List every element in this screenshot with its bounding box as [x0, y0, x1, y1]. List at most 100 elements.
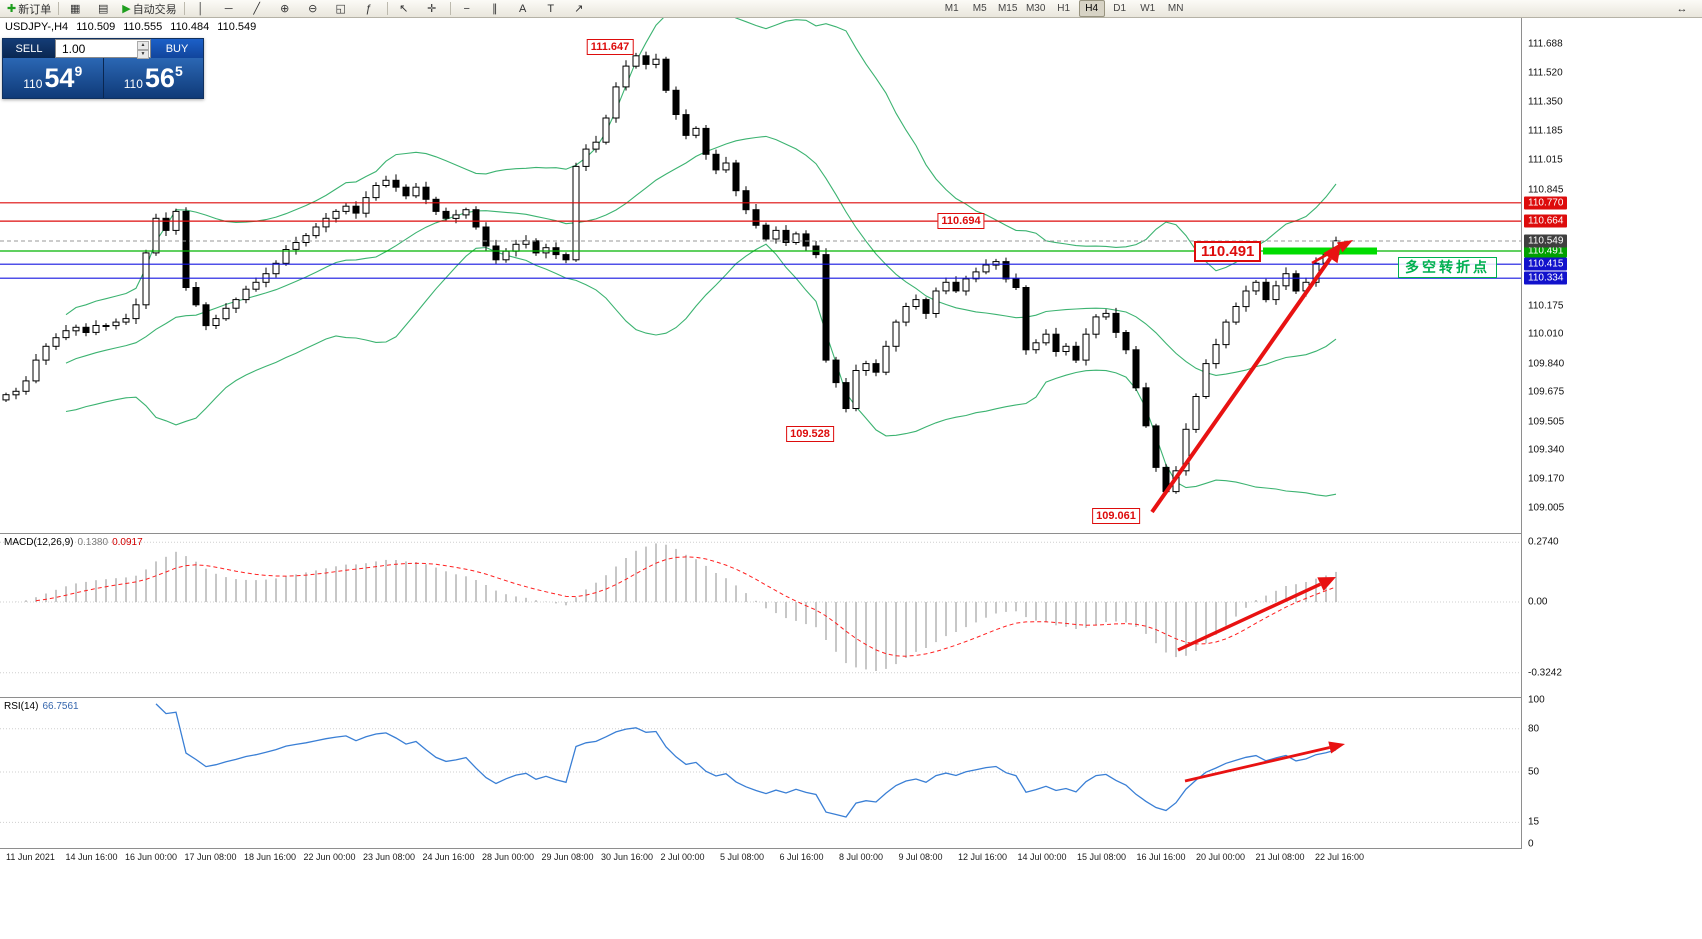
timeframe-mn[interactable]: MN — [1167, 3, 1184, 14]
price-callout[interactable]: 111.647 — [586, 39, 634, 55]
chart-scroll-button[interactable]: ↔ — [1676, 2, 1688, 15]
segment-tool[interactable]: − — [454, 0, 482, 18]
buy-price-sup: 5 — [174, 63, 183, 79]
rsi-axis-tick: 80 — [1528, 723, 1540, 735]
auto-trading-icon: ▶ — [122, 2, 131, 15]
price-axis-tick: 111.015 — [1528, 154, 1563, 166]
arrow-tool[interactable]: ↗ — [566, 0, 594, 18]
macd-axis-tick: -0.3242 — [1528, 667, 1562, 679]
time-axis-label: 22 Jun 00:00 — [303, 852, 356, 862]
new-order-button-label: 新订单 — [18, 3, 52, 16]
zoom-in-button[interactable]: ⊕ — [272, 0, 300, 18]
volume-up-icon[interactable]: ▲ — [137, 41, 149, 50]
macd-signal-line — [35, 556, 1337, 657]
price-axis-tick: 110.175 — [1528, 300, 1564, 312]
timeframe-m15[interactable]: M15 — [997, 3, 1018, 14]
macd-axis-tick: 0.00 — [1528, 596, 1548, 608]
tile-windows-button[interactable]: ◱ — [328, 0, 356, 18]
panel-separator[interactable] — [0, 848, 1702, 849]
new-order-button[interactable]: ✚ 新订单 — [3, 0, 55, 18]
sell-button[interactable]: SELL — [3, 39, 55, 58]
text-tool[interactable]: A — [510, 0, 538, 18]
price-axis-tick: 110.010 — [1528, 328, 1564, 340]
chart-ohlc-info: USDJPY-,H4 110.509 110.555 110.484 110.5… — [5, 21, 261, 33]
trend-arrow[interactable] — [1311, 240, 1353, 265]
new-order-icon: ✚ — [7, 2, 17, 15]
rsi-axis-tick: 15 — [1528, 816, 1540, 828]
crosshair-tool[interactable]: ✛ — [419, 0, 447, 18]
horizontal-line-tool[interactable]: ─ — [216, 0, 244, 18]
trend-arrow[interactable] — [1184, 741, 1345, 783]
channel-tool[interactable]: ∥ — [482, 0, 510, 18]
time-axis-label: 21 Jul 08:00 — [1255, 852, 1305, 862]
auto-trading-button[interactable]: ▶ 自动交易 — [118, 0, 180, 18]
new-chart-button[interactable]: ▦ — [62, 0, 90, 18]
indicators-icon: ƒ — [365, 2, 372, 15]
timeframe-h4[interactable]: H4 — [1078, 0, 1105, 17]
trend-arrow[interactable] — [1177, 577, 1336, 652]
price-axis-tick: 109.505 — [1528, 416, 1565, 428]
toolbar-separator — [386, 2, 388, 15]
vertical-line-icon: │ — [197, 2, 205, 15]
price-callout[interactable]: 110.694 — [937, 213, 985, 229]
turning-point-note[interactable]: 多空转折点 — [1398, 257, 1497, 278]
sell-price-button[interactable]: 110 54 9 — [3, 58, 104, 98]
timeframe-toolbar: M1 M5 M15 M30 H1 H4 D1 W1 MN — [939, 0, 1189, 17]
panel-separator[interactable] — [0, 533, 1702, 534]
timeframe-m1[interactable]: M1 — [944, 3, 959, 14]
timeframe-w1[interactable]: W1 — [1140, 3, 1156, 14]
macd-main-value: 0.1380 — [77, 537, 109, 548]
time-axis[interactable]: 11 Jun 2021 14 Jun 16:00 16 Jun 00:00 17 Ju… — [0, 849, 1702, 869]
timeframe-m30[interactable]: M30 — [1025, 3, 1046, 14]
price-callout[interactable]: 109.061 — [1092, 508, 1140, 524]
new-chart-icon: ▦ — [70, 2, 81, 15]
time-axis-label: 8 Jul 00:00 — [839, 852, 884, 862]
trendline-tool[interactable]: ╱ — [244, 0, 272, 18]
rsi-panel-canvas[interactable] — [0, 698, 1521, 848]
sell-price-head: 110 — [23, 77, 43, 91]
current-price-price-box: 110.549 — [1524, 234, 1568, 248]
volume-down-icon[interactable]: ▼ — [137, 50, 149, 59]
cursor-tool[interactable]: ↖ — [391, 0, 419, 18]
buy-price-button[interactable]: 110 56 5 — [103, 58, 203, 98]
time-axis-label: 14 Jun 16:00 — [65, 852, 118, 862]
timeframe-h1[interactable]: H1 — [1057, 3, 1071, 14]
time-axis-label: 28 Jun 00:00 — [482, 852, 535, 862]
profiles-button[interactable]: ▤ — [90, 0, 118, 18]
open-value: 110.509 — [76, 21, 116, 33]
volume-field: ▲ ▼ — [55, 39, 151, 59]
pivot-thick-segment[interactable] — [1263, 247, 1377, 255]
price-axis[interactable]: 111.688 111.520 111.350 111.185 111.015 110.8… — [1521, 18, 1702, 869]
buy-price-big: 56 — [144, 62, 175, 93]
time-axis-label: 16 Jul 16:00 — [1136, 852, 1186, 862]
timeframe-d1[interactable]: D1 — [1113, 3, 1127, 14]
close-value: 110.549 — [217, 21, 257, 33]
trend-arrow[interactable] — [1150, 243, 1341, 514]
main-chart-canvas[interactable] — [0, 18, 1521, 533]
label-tool[interactable]: T — [538, 0, 566, 18]
timeframe-m5[interactable]: M5 — [972, 3, 987, 14]
time-axis-label: 23 Jun 08:00 — [363, 852, 416, 862]
time-axis-label: 15 Jul 08:00 — [1077, 852, 1127, 862]
rsi-indicator-label: RSI(14) 66.7561 — [4, 701, 79, 712]
time-axis-label: 24 Jun 16:00 — [422, 852, 475, 862]
segment-icon: − — [463, 2, 470, 15]
pivot-price-label[interactable]: 110.491 — [1194, 241, 1262, 262]
channel-icon: ∥ — [491, 2, 498, 15]
rsi-axis-tick: 0 — [1528, 838, 1534, 850]
level-price-box: 110.664 — [1524, 214, 1568, 228]
time-axis-label: 18 Jun 16:00 — [244, 852, 297, 862]
panel-separator[interactable] — [0, 697, 1702, 698]
vertical-line-tool[interactable]: │ — [188, 0, 216, 18]
zoom-out-button[interactable]: ⊖ — [300, 0, 328, 18]
indicators-button[interactable]: ƒ — [356, 0, 384, 18]
time-axis-label: 2 Jul 00:00 — [660, 852, 705, 862]
buy-button[interactable]: BUY — [151, 39, 203, 58]
rsi-line — [155, 703, 1337, 818]
macd-panel-canvas[interactable] — [0, 534, 1521, 697]
text-icon: A — [519, 2, 527, 15]
arrow-icon: ↗ — [574, 2, 584, 15]
price-callout[interactable]: 109.528 — [786, 426, 834, 442]
price-axis-tick: 111.350 — [1528, 96, 1563, 108]
volume-input[interactable] — [56, 41, 150, 56]
